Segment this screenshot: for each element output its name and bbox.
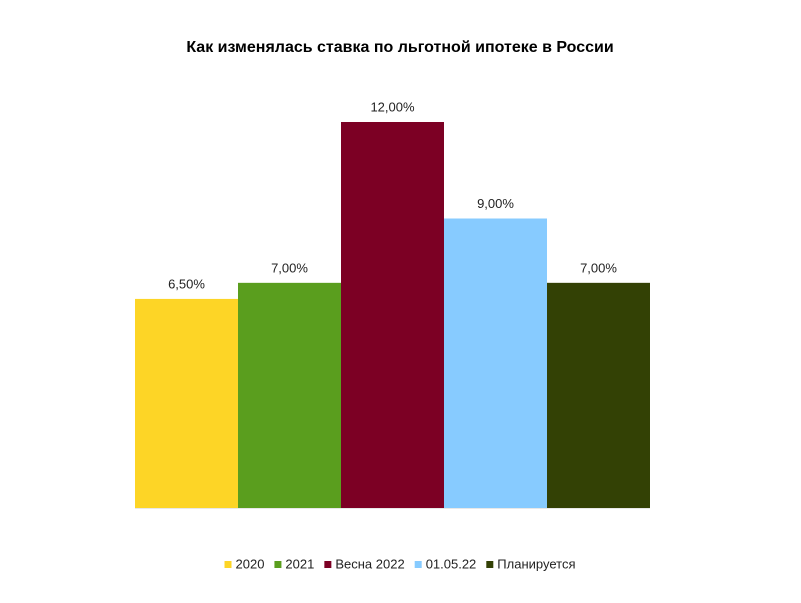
- data-label: 7,00%: [271, 260, 308, 275]
- data-label: 6,50%: [168, 276, 205, 291]
- bar: [341, 122, 444, 508]
- bar: [238, 282, 341, 508]
- bar: [135, 298, 238, 508]
- bar: [547, 282, 650, 508]
- legend-swatch: [324, 561, 332, 568]
- data-label: 7,00%: [580, 260, 617, 275]
- data-label: 12,00%: [370, 99, 415, 114]
- legend-swatch: [486, 561, 494, 568]
- legend-label: Планируется: [497, 556, 575, 571]
- data-label: 9,00%: [477, 196, 514, 211]
- bar: [444, 218, 547, 508]
- legend-label: Весна 2022: [335, 556, 404, 571]
- legend-swatch: [224, 561, 232, 568]
- legend-label: 2021: [285, 556, 314, 571]
- legend-swatch: [414, 561, 422, 568]
- legend-swatch: [274, 561, 282, 568]
- legend-label: 01.05.22: [426, 556, 477, 571]
- legend-label: 2020: [236, 556, 265, 571]
- chart-title: Как изменялась ставка по льготной ипотек…: [186, 39, 613, 56]
